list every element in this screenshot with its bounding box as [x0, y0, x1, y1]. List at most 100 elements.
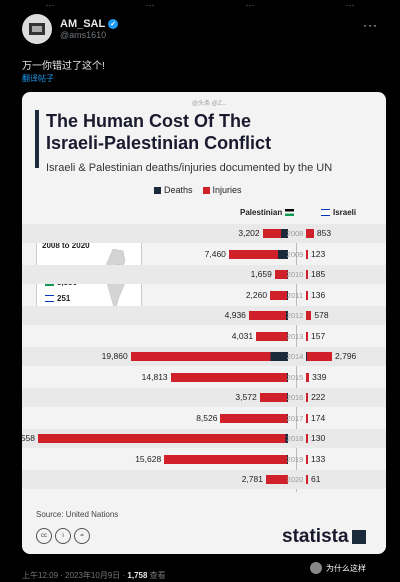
year-label: 2018: [286, 434, 304, 443]
palestinian-bar: [38, 434, 288, 443]
avatar-image-icon: [29, 23, 45, 35]
israeli-value-label: 185: [311, 269, 326, 279]
repost-icon[interactable]: ⋯: [145, 0, 155, 10]
israeli-value-label: 157: [311, 330, 326, 341]
inset-israeli-value: 251: [57, 294, 71, 303]
year-label: 2013: [286, 331, 304, 341]
palestinian-bar: [170, 372, 288, 382]
tweet-timestamp: 上午12:09 · 2023年10月9日 ·: [22, 571, 128, 580]
israeli-value-label: 130: [311, 433, 326, 443]
israeli-bar: [306, 393, 309, 402]
chart-row-band: [22, 470, 386, 489]
palestinian-bar: [220, 413, 288, 423]
israeli-value-label: 2,796: [335, 351, 357, 361]
palestinian-value-label: 3,202: [238, 228, 260, 238]
attribution-icon: i: [55, 528, 71, 544]
year-label: 2014: [286, 352, 304, 361]
year-label: 2017: [286, 413, 304, 423]
wechat-watermark: 为什么这样: [310, 562, 366, 574]
reply-icon[interactable]: ⋯: [45, 0, 55, 10]
col-header-palestinian: Palestinian: [240, 208, 297, 217]
like-icon[interactable]: ⋯: [245, 0, 255, 10]
palestinian-value-label: 19,860: [101, 351, 128, 361]
user-name[interactable]: AM_SAL: [60, 18, 106, 30]
statista-logo-icon: [351, 530, 366, 544]
watermark: @头条 @Z...: [192, 101, 227, 107]
israeli-bar: [306, 249, 308, 259]
col-header-israeli: Israeli: [318, 208, 356, 217]
legend-deaths-swatch: [154, 186, 161, 194]
israeli-bar: [306, 311, 312, 320]
palestinian-value-label: 14,813: [141, 371, 168, 382]
palestine-flag-icon: [285, 209, 295, 216]
col-header-palestinian-label: Palestinian: [240, 208, 283, 217]
legend-injuries-label: Injuries: [212, 185, 242, 195]
chart-row-band: [22, 388, 386, 407]
israeli-value-label: 123: [311, 248, 326, 259]
title-line-1: The Human Cost Of The: [46, 111, 252, 131]
chart-title: The Human Cost Of The Israeli-Palestinia…: [46, 110, 271, 154]
palestinian-value-label: 1,659: [250, 269, 272, 279]
palestinian-value-label: 4,936: [224, 310, 246, 320]
israeli-value-label: 339: [312, 371, 327, 382]
year-label: 2012: [286, 311, 304, 320]
palestinian-value-label: 2,260: [245, 289, 268, 300]
title-line-2: Israeli-Palestinian Conflict: [46, 133, 272, 153]
israel-flag-icon: [321, 209, 330, 216]
palestinian-bar: [274, 270, 288, 279]
chart-row-band: [22, 265, 386, 284]
israeli-value-label: 136: [311, 289, 326, 300]
user-handle[interactable]: @ams1610: [60, 30, 107, 40]
palestinian-bar: [259, 393, 288, 402]
palestinian-value-label: 7,460: [204, 248, 226, 259]
year-label: 2010: [286, 270, 304, 279]
year-label: 2019: [286, 454, 304, 464]
israeli-bar: [306, 475, 308, 484]
share-icon[interactable]: ⋯: [345, 0, 355, 10]
israeli-value-label: 578: [314, 310, 329, 320]
wechat-label: 为什么这样: [326, 563, 366, 573]
col-header-israeli-label: Israeli: [333, 208, 357, 217]
year-label: 2008: [286, 229, 304, 238]
tweet-view-label: 查看: [147, 571, 166, 580]
avatar[interactable]: [22, 14, 52, 44]
palestinian-value-label: 8,526: [196, 412, 218, 423]
chart-row-band: [22, 224, 386, 243]
israeli-bar: [306, 331, 308, 341]
palestinian-value-label: 3,572: [235, 392, 257, 402]
israeli-bar: [306, 413, 308, 423]
israeli-value-label: 133: [311, 453, 326, 464]
cc-icon: cc: [36, 528, 52, 544]
inset-israeli-row: 251: [42, 294, 70, 303]
israeli-value-label: 174: [311, 412, 326, 423]
israeli-bar: [306, 434, 308, 443]
year-label: 2016: [286, 393, 304, 402]
statista-wordmark: statista: [282, 526, 349, 547]
wechat-icon: [310, 562, 322, 574]
israeli-bar: [306, 229, 314, 238]
title-accent-bar: [35, 110, 39, 168]
palestinian-value-label: 31,558: [22, 433, 35, 443]
legend-deaths-label: Deaths: [164, 185, 193, 195]
palestinian-bar: [256, 331, 288, 341]
palestinian-bar: [228, 249, 288, 259]
year-label: 2011: [286, 290, 304, 300]
translate-link[interactable]: 翻译帖子: [22, 74, 54, 83]
more-options-icon[interactable]: ···: [363, 18, 378, 32]
infographic-card[interactable]: @头条 @Z... The Human Cost Of The Israeli-…: [22, 92, 386, 554]
year-label: 2020: [286, 475, 304, 484]
palestinian-bar: [265, 475, 288, 484]
tweet-header: AM_SAL ✓ @ams1610: [22, 14, 119, 44]
israeli-bar: [306, 352, 332, 361]
legend: Deaths Injuries: [154, 185, 242, 195]
year-label: 2009: [286, 249, 304, 259]
palestinian-value-label: 4,031: [231, 330, 254, 341]
top-toolbar: ⋯ ⋯ ⋯ ⋯: [0, 0, 400, 10]
no-derivatives-icon: =: [74, 528, 90, 544]
verified-badge-icon: ✓: [108, 19, 119, 29]
legend-injuries-swatch: [202, 186, 210, 194]
israeli-value-label: 222: [311, 392, 326, 402]
israeli-value-label: 61: [311, 474, 321, 484]
palestinian-bar: [262, 229, 288, 238]
statista-logo: statista: [282, 526, 366, 548]
